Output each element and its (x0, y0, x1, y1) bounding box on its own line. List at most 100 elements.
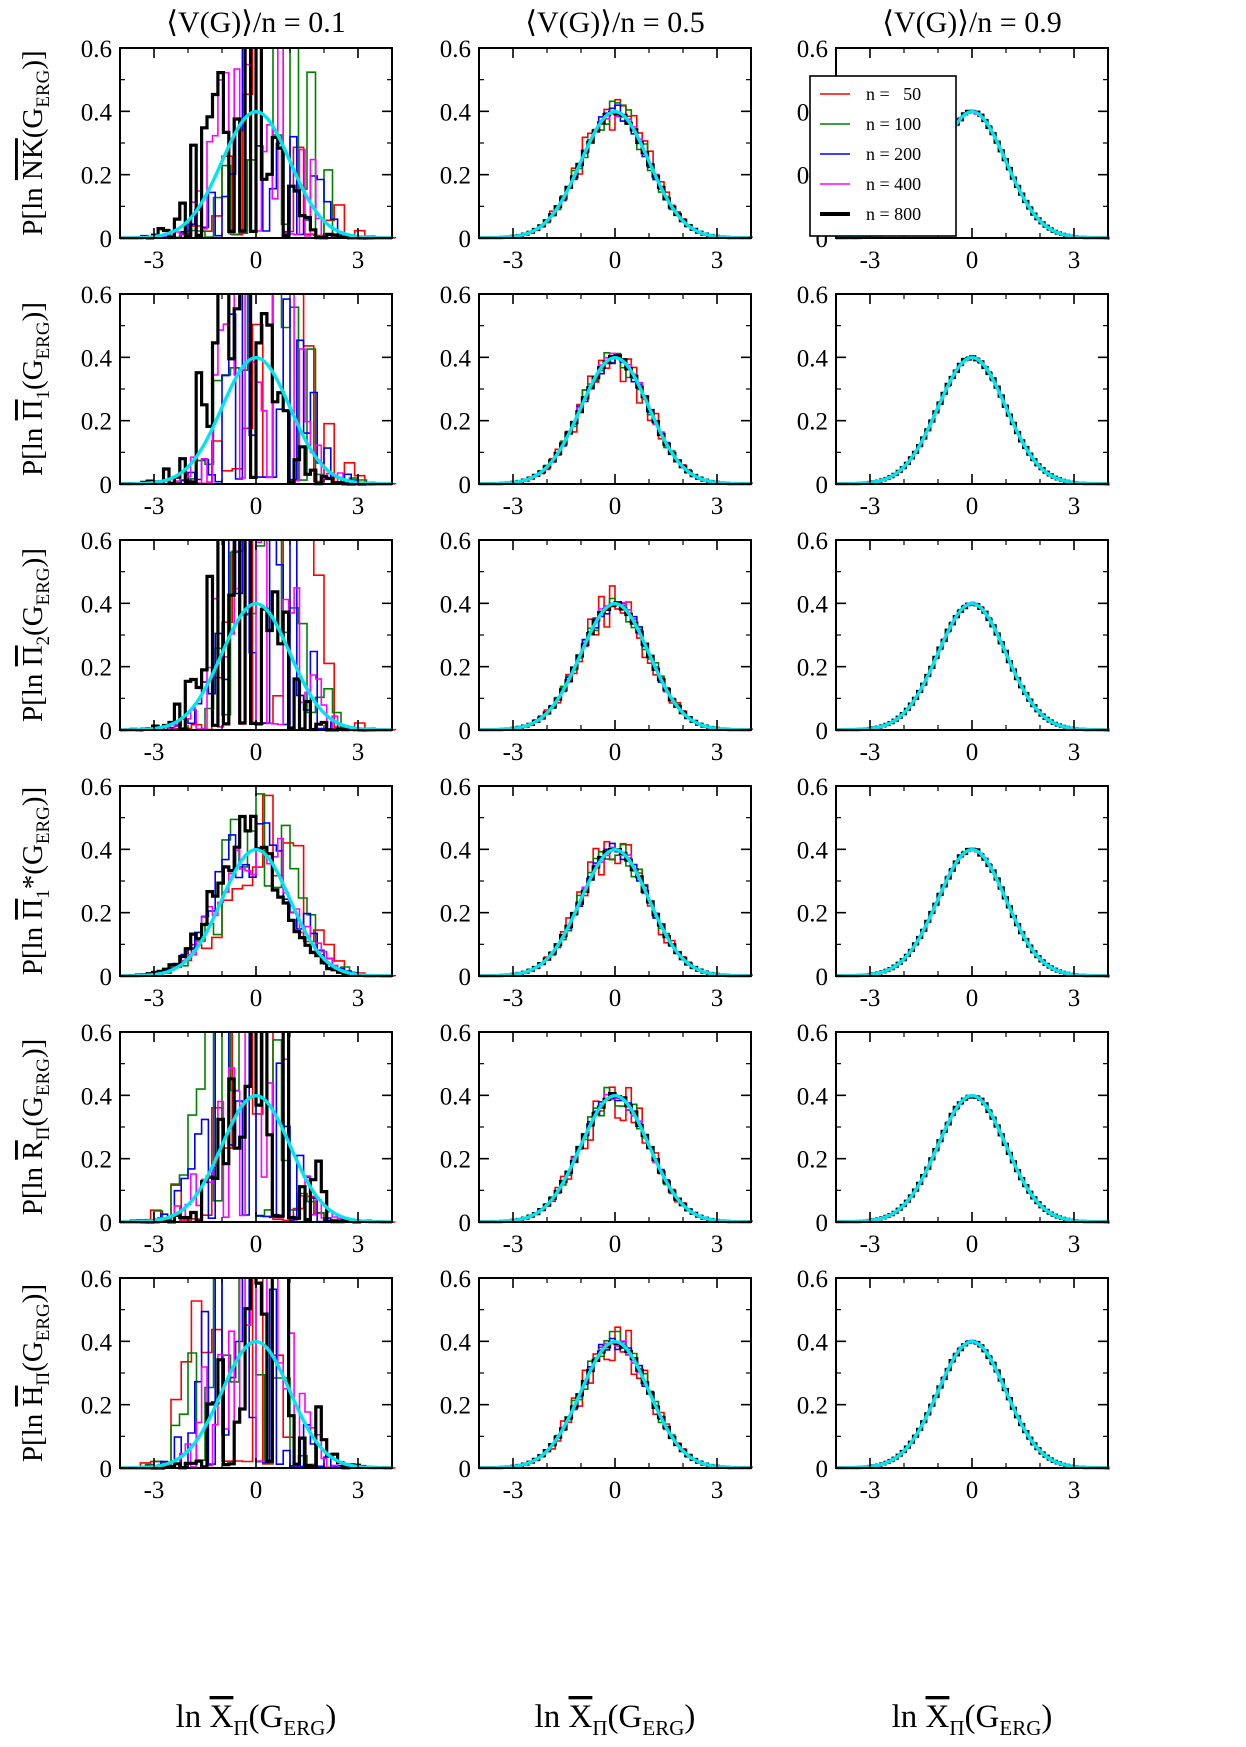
x-tick-label: 3 (352, 985, 365, 1012)
plot-area (479, 1326, 753, 1470)
x-tick-label: 0 (250, 247, 263, 274)
y-tick-label: 0.2 (81, 163, 112, 190)
x-label-gsub: ERG (642, 1716, 684, 1740)
row-label-symbol: H (17, 1386, 49, 1407)
y-tick-label: 0 (459, 1210, 472, 1237)
x-tick-label: 3 (352, 739, 365, 766)
histogram-n50 (120, 1278, 396, 1469)
x-tick-label: -3 (503, 1477, 524, 1504)
plot-area (836, 601, 1110, 732)
y-tick-label: 0 (816, 718, 829, 745)
histogram-n100 (836, 1094, 1110, 1223)
histogram-n800 (479, 601, 753, 732)
histogram-n400 (836, 601, 1110, 731)
column-title-1: ⟨V(G)⟩/n = 0.1 (166, 6, 345, 39)
x-axis-label-3: ln XΠ(GERG) (892, 1699, 1053, 1740)
row-label-sub: 2 (33, 636, 54, 646)
x-tick-label: 0 (609, 493, 622, 520)
column-titles: ⟨V(G)⟩/n = 0.1 ⟨V(G)⟩/n = 0.5 ⟨V(G)⟩/n = 0… (166, 6, 1061, 39)
row-label-post: (G (17, 108, 49, 139)
row-label-gsub: ERG (33, 1303, 54, 1341)
histogram-n400 (836, 849, 1110, 977)
x-label-symbol: X (926, 1699, 950, 1735)
gaussian-curve (479, 355, 752, 486)
x-tick-label: 0 (609, 1477, 622, 1504)
x-tick-label: 3 (1068, 1477, 1081, 1504)
row-label-symbol: R (17, 1140, 49, 1160)
x-label-symbol: X (569, 1699, 593, 1735)
histogram-n400 (836, 1341, 1110, 1469)
y-tick-label: 0.4 (440, 99, 472, 126)
x-tick-label: 3 (352, 1477, 365, 1504)
row-label-end: )] (17, 1284, 49, 1303)
y-tick-label: 0.4 (797, 591, 829, 618)
y-tick-label: 0 (100, 226, 113, 253)
row-label-gsub: ERG (33, 69, 54, 107)
y-tick-label: 0 (459, 226, 472, 253)
histogram-n800 (836, 1340, 1110, 1470)
histogram-n400 (836, 356, 1110, 485)
y-tick-label: 0.4 (440, 345, 472, 372)
y-tick-label: 0.6 (440, 1266, 471, 1293)
y-tick-label: 0.6 (81, 774, 112, 801)
y-tick-label: 0.6 (440, 774, 471, 801)
x-tick-label: -3 (144, 247, 165, 274)
panel-r1-c1: -3 0 3 0 0.2 0.4 0.6 (81, 36, 397, 274)
y-tick-label: 0.2 (797, 901, 828, 928)
row-label-post: *(G (17, 844, 49, 889)
x-tick-label: -3 (860, 985, 881, 1012)
x-label-prefix: ln (535, 1699, 569, 1735)
row-label-symbol: Π (17, 899, 49, 920)
plot-area (120, 1278, 396, 1470)
y-tick-label: 0 (100, 472, 113, 499)
x-tick-label: 3 (1068, 247, 1081, 274)
histogram-n100 (836, 847, 1110, 977)
gaussian-curve (836, 847, 1109, 978)
x-tick-label: 0 (609, 985, 622, 1012)
histogram-n800 (836, 602, 1110, 732)
histogram-n800 (120, 1278, 392, 1470)
panel-frame (478, 293, 752, 485)
row-label-2: P[ln Π1(GERG)] (17, 302, 54, 476)
y-tick-label: 0.4 (81, 1329, 113, 1356)
gaussian-curve (120, 1339, 393, 1470)
panel-r4-c2: -3 0 3 0 0.2 0.4 0.6 (440, 774, 753, 1012)
panel-frame (835, 1277, 1109, 1469)
gaussian-curve (120, 1093, 393, 1224)
y-tick-label: 0 (100, 1456, 113, 1483)
row-label-prefix: P[ln (17, 1407, 49, 1463)
legend-label-2: n = 100 (866, 114, 921, 134)
panel-frame (478, 47, 752, 239)
histogram-n200 (836, 602, 1110, 731)
panel-frame (478, 785, 752, 977)
y-tick-label: 0.2 (440, 1147, 471, 1174)
row-label-post: (G (17, 1341, 49, 1372)
y-tick-label: 0.4 (81, 99, 113, 126)
row-label-prefix: P[ln (17, 420, 49, 476)
gaussian-curve (479, 1093, 752, 1224)
x-tick-label: -3 (144, 493, 165, 520)
row-label-4: P[ln Π1*(GERG)] (17, 787, 54, 975)
histogram-n800 (479, 354, 753, 486)
y-tick-label: 0.6 (81, 1266, 112, 1293)
x-tick-label: 0 (966, 1477, 979, 1504)
x-tick-label: 0 (966, 739, 979, 766)
histogram-n50 (836, 1096, 1110, 1223)
y-tick-label: 0.2 (797, 1393, 828, 1420)
histogram-n50 (836, 603, 1110, 731)
y-tick-label: 0.6 (440, 528, 471, 555)
x-label-end: ) (684, 1699, 695, 1735)
y-tick-label: 0.4 (81, 345, 113, 372)
x-tick-label: -3 (144, 739, 165, 766)
gaussian-curve (120, 847, 393, 978)
x-tick-label: -3 (860, 1477, 881, 1504)
x-tick-label: 0 (966, 493, 979, 520)
legend-label-3: n = 200 (866, 144, 921, 164)
legend-label-5: n = 800 (866, 204, 921, 224)
x-tick-label: 3 (352, 493, 365, 520)
y-tick-label: 0.4 (81, 1083, 113, 1110)
panel-r2-c1: -3 0 3 0 0.2 0.4 0.6 (81, 282, 397, 520)
y-tick-label: 0.6 (440, 1020, 471, 1047)
y-tick-label: 0.6 (440, 282, 471, 309)
